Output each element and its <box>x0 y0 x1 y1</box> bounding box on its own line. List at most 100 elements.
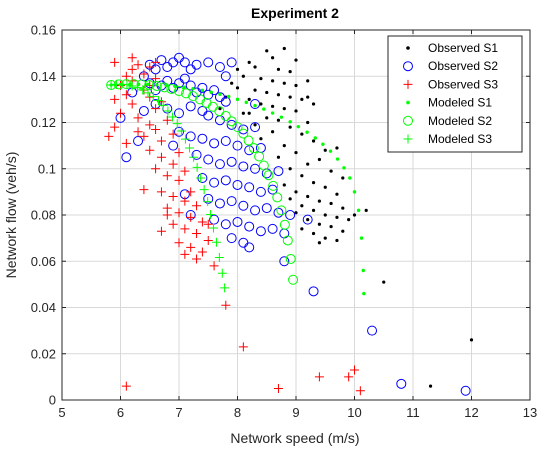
data-point <box>214 106 225 117</box>
data-point <box>192 201 202 211</box>
data-point <box>127 53 137 63</box>
data-point <box>361 268 365 273</box>
data-point <box>218 107 222 111</box>
data-point <box>186 187 196 197</box>
data-point <box>288 95 292 99</box>
data-point <box>227 94 231 99</box>
data-point <box>244 242 255 253</box>
data-point <box>151 124 161 134</box>
data-point <box>282 81 286 85</box>
data-point <box>145 62 155 72</box>
data-point <box>192 162 202 172</box>
legend-label: Observed S3 <box>428 77 498 91</box>
data-point <box>262 107 266 111</box>
data-point <box>110 94 120 104</box>
data-point <box>232 216 243 227</box>
data-point <box>197 133 208 144</box>
data-point <box>317 241 321 245</box>
data-point <box>306 120 310 125</box>
legend-label: Modeled S2 <box>428 114 492 128</box>
data-point <box>335 215 339 219</box>
data-point <box>127 64 137 74</box>
data-point <box>209 177 220 188</box>
data-point <box>344 372 354 382</box>
data-point <box>288 197 292 201</box>
data-point <box>214 253 224 263</box>
data-point <box>162 115 172 125</box>
data-point <box>235 67 240 71</box>
data-point <box>273 383 283 393</box>
data-point <box>180 224 190 234</box>
data-point <box>128 79 139 90</box>
data-point <box>247 60 251 64</box>
data-point <box>179 73 190 84</box>
x-tick-label: 11 <box>406 405 420 420</box>
data-point <box>294 211 298 215</box>
data-point <box>294 58 298 62</box>
data-point <box>176 126 186 136</box>
data-point <box>168 129 178 139</box>
data-point <box>174 108 184 119</box>
data-point <box>367 325 378 336</box>
data-point <box>179 57 190 68</box>
data-point <box>460 385 471 396</box>
data-point <box>238 161 249 172</box>
data-point <box>268 180 279 191</box>
series-observed-s1 <box>218 46 474 388</box>
data-point <box>279 115 284 119</box>
data-point <box>166 83 177 94</box>
data-point <box>209 223 219 233</box>
data-point <box>226 57 237 68</box>
data-point <box>116 108 125 118</box>
data-point <box>197 247 207 257</box>
data-point <box>244 145 255 156</box>
data-point <box>300 227 304 231</box>
data-point <box>279 256 290 267</box>
data-point <box>243 135 254 146</box>
data-point <box>121 90 131 100</box>
legend-label: Modeled S1 <box>428 96 492 110</box>
data-point <box>132 83 142 93</box>
data-point <box>174 148 184 158</box>
y-tick-label: 0.14 <box>31 69 56 84</box>
legend-marker <box>403 115 413 126</box>
x-axis-label: Network speed (m/s) <box>230 430 359 446</box>
data-point <box>226 196 237 207</box>
data-point <box>248 143 259 154</box>
legend-label: Modeled S3 <box>428 132 492 146</box>
data-point <box>174 208 184 218</box>
data-point <box>244 100 248 105</box>
data-point <box>145 145 155 155</box>
data-point <box>288 120 292 124</box>
data-point <box>139 185 149 195</box>
data-point <box>156 226 166 236</box>
data-point <box>285 210 296 220</box>
data-point <box>211 237 221 247</box>
data-point <box>156 152 166 162</box>
legend-marker <box>406 100 410 105</box>
data-point <box>133 60 143 70</box>
legend-label: Observed S2 <box>428 59 498 73</box>
data-point <box>259 137 263 141</box>
data-point <box>350 365 359 375</box>
data-point <box>355 386 365 396</box>
data-point <box>335 146 339 150</box>
series-observed-s3 <box>104 53 365 396</box>
data-point <box>250 163 261 174</box>
data-point <box>104 131 114 141</box>
data-point <box>271 56 275 60</box>
data-point <box>226 156 237 167</box>
data-point <box>162 171 172 181</box>
data-point <box>214 198 225 209</box>
data-point <box>311 208 316 212</box>
data-point <box>271 104 275 108</box>
data-point <box>156 55 167 66</box>
data-point <box>253 123 257 127</box>
data-point <box>197 82 208 93</box>
y-tick-label: 0.04 <box>31 300 56 315</box>
data-point <box>306 95 310 99</box>
data-point <box>261 203 272 214</box>
data-point <box>294 83 298 88</box>
data-point <box>163 106 173 116</box>
